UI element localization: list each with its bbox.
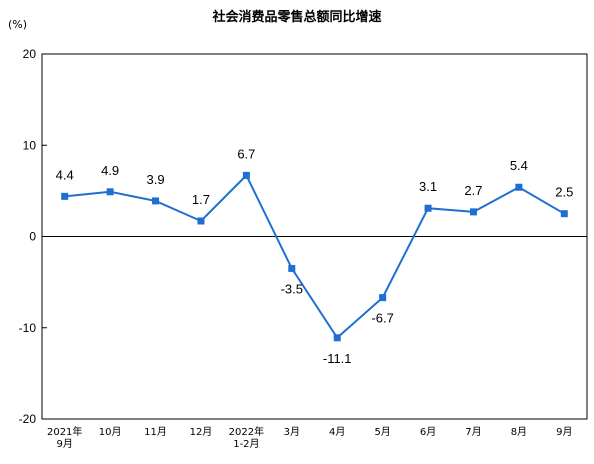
data-label: 3.1 [419, 179, 437, 194]
x-tick-label: 9月 [57, 438, 73, 450]
data-point [469, 208, 477, 216]
data-label: 4.9 [101, 163, 119, 178]
data-point [333, 334, 341, 342]
x-tick-label: 9月 [556, 426, 572, 438]
data-point [424, 204, 432, 212]
data-labels: 4.4 4.9 3.9 1.7 6.7 -3.5 -11.1 -6.7 3.1 2.7 5.4 2.5 [56, 146, 574, 365]
data-label: 2.5 [555, 185, 573, 200]
y-tick-label: 20 [23, 47, 37, 61]
data-label: 5.4 [510, 158, 528, 173]
data-point [379, 294, 387, 302]
data-label: 4.4 [56, 167, 74, 182]
y-tick-label: -10 [19, 321, 37, 335]
x-tick-label: 12月 [190, 426, 213, 438]
data-point [242, 171, 250, 179]
series-markers [61, 171, 568, 342]
data-point [61, 192, 69, 200]
data-point [106, 188, 114, 196]
x-tick-label: 5月 [374, 426, 390, 438]
x-tick-label: 8月 [511, 426, 527, 438]
y-axis-unit: (%) [8, 18, 27, 31]
x-tick-label: 3月 [284, 426, 300, 438]
data-label: -6.7 [371, 311, 393, 326]
data-label: 6.7 [237, 146, 255, 161]
y-tick-label: 0 [29, 230, 36, 244]
data-point [197, 217, 205, 225]
data-label: 2.7 [464, 183, 482, 198]
x-tick-label: 2022年 [229, 425, 264, 438]
data-label: 1.7 [192, 192, 210, 207]
x-tick-label: 4月 [329, 426, 345, 438]
x-tick-label: 10月 [99, 426, 122, 438]
x-tick-label: 11月 [144, 426, 167, 438]
x-tick-label: 6月 [420, 426, 436, 438]
data-point [560, 210, 568, 218]
chart-title: 社会消费品零售总额同比增速 [211, 9, 381, 25]
x-tick-label: 7月 [465, 426, 481, 438]
x-tick-label: 2021年 [47, 425, 82, 438]
y-tick-label: 10 [23, 138, 37, 152]
data-label: -3.5 [281, 281, 303, 296]
x-tick-label: 1-2月 [233, 438, 259, 450]
data-label: -11.1 [323, 351, 352, 366]
y-axis-ticks: 20 10 0 -10 -20 [19, 47, 47, 426]
y-tick-label: -20 [19, 412, 37, 426]
series-line [64, 173, 565, 340]
data-point [515, 183, 523, 191]
data-point [288, 264, 296, 272]
data-point [152, 197, 160, 205]
data-label: 3.9 [147, 172, 165, 187]
